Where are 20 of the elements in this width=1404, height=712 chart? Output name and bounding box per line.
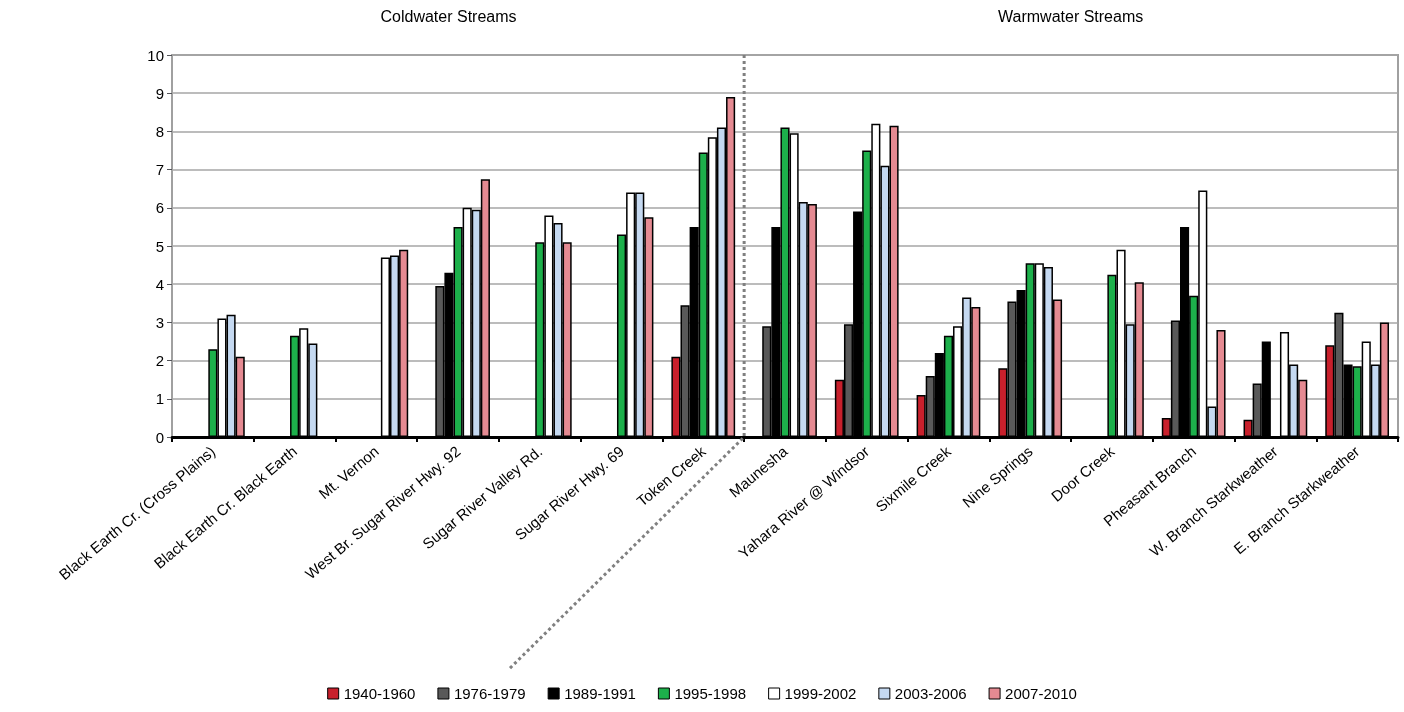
- legend-label: 1989-1991: [564, 685, 636, 702]
- y-tick-label: 1: [155, 390, 164, 408]
- legend-label: 2007-2010: [1005, 685, 1077, 702]
- y-tick-label: 6: [155, 199, 164, 217]
- y-tick-label: 8: [155, 122, 164, 140]
- y-tick-label: 7: [155, 161, 164, 179]
- y-tick-label: 3: [155, 313, 164, 331]
- y-tick-label: 4: [155, 275, 164, 293]
- legend-label: 2003-2006: [894, 685, 967, 702]
- y-tick-label: 5: [155, 237, 164, 255]
- text: Warmwater Streams: [998, 8, 1144, 26]
- y-tick-label: 2: [155, 352, 164, 370]
- y-tick-label: 0: [155, 428, 164, 446]
- y-tick-label: 10: [147, 46, 164, 64]
- legend-label: 1940-1960: [343, 685, 416, 702]
- y-tick-label: 9: [155, 84, 164, 102]
- legend-label: 1976-1979: [453, 685, 526, 702]
- text: Coldwater Streams: [380, 8, 517, 26]
- legend-label: 1995-1998: [674, 685, 747, 702]
- legend-label: 1999-2002: [784, 685, 857, 702]
